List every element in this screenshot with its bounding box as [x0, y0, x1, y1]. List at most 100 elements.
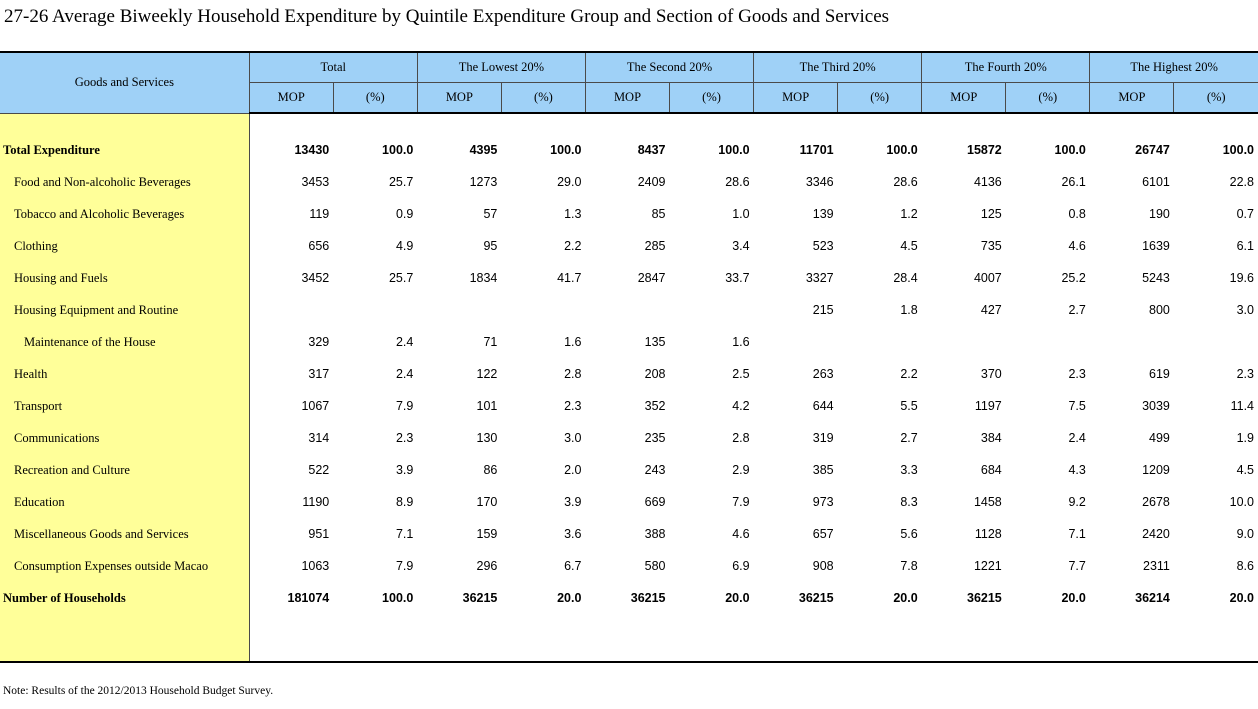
cell-pct: 4.6: [1068, 239, 1086, 253]
cell-pct: 2.2: [564, 239, 582, 253]
cell-mop: 170: [476, 495, 498, 509]
cell-mop: 11701: [799, 143, 834, 157]
cell-mop: 2420: [1142, 527, 1170, 541]
cell-pct: 2.3: [1068, 367, 1086, 381]
cell-pct: [1174, 326, 1258, 358]
cell-pct: 25.7: [388, 175, 414, 189]
row-label: Tobacco and Alcoholic Beverages: [0, 198, 250, 230]
cell-mop: 122: [476, 367, 498, 381]
cell-pct: 11.4: [1230, 399, 1254, 413]
cell-pct: 2.3: [395, 431, 414, 445]
group-header-second: The Second 20%: [584, 51, 755, 83]
row-label: Communications: [0, 422, 250, 454]
cell-mop: 735: [980, 239, 1002, 253]
cell-mop: 139: [812, 207, 834, 221]
cell-pct: [838, 326, 922, 358]
cell-mop: 95: [483, 239, 498, 253]
group-header-total: Total: [248, 51, 418, 83]
table-row: Number of Households 181074 100.0 36215 20.0…: [0, 582, 1258, 614]
cell-pct: 8.3: [900, 495, 918, 509]
cell-pct: 3.3: [900, 463, 918, 477]
cell-pct: 4.6: [732, 527, 750, 541]
cell-mop: 314: [308, 431, 330, 445]
group-header-fourth: The Fourth 20%: [921, 51, 1091, 83]
table-row: Recreation and Culture 522 3.9 86 2.0 243 2.9 3…: [0, 454, 1258, 486]
cell-mop: 125: [980, 207, 1002, 221]
cell-mop: 6101: [1142, 175, 1170, 189]
sub-header-mop: MOP: [921, 82, 1007, 114]
cell-mop: 1067: [301, 399, 330, 413]
cell-pct: 20.0: [893, 591, 918, 605]
cell-pct: 4.5: [1236, 463, 1254, 477]
cell-mop: 85: [651, 207, 666, 221]
cell-pct: 0.7: [1236, 207, 1254, 221]
cell-mop: 657: [812, 527, 834, 541]
cell-pct: 2.2: [900, 367, 918, 381]
cell-pct: 0.8: [1068, 207, 1086, 221]
table-row: Housing and Fuels 3452 25.7 1834 41.7 2847 33.…: [0, 262, 1258, 294]
cell-pct: 19.6: [1229, 271, 1254, 285]
cell-mop: 4007: [973, 271, 1002, 285]
cell-mop: 1190: [302, 495, 330, 509]
cell-mop: 57: [483, 207, 498, 221]
cell-mop: 208: [644, 367, 666, 381]
cell-mop: [754, 326, 838, 358]
page-title: 27-26 Average Biweekly Household Expendi…: [4, 6, 890, 27]
cell-mop: 1128: [974, 527, 1002, 541]
cell-mop: 619: [1149, 367, 1170, 381]
cell-mop: 130: [476, 431, 498, 445]
footnote: Note: Results of the 2012/2013 Household…: [3, 685, 274, 697]
cell-pct: 20.0: [1229, 591, 1254, 605]
sub-header-mop: MOP: [416, 82, 502, 114]
table-row: Tobacco and Alcoholic Beverages 119 0.9 57 1…: [0, 198, 1258, 230]
cell-mop: 427: [980, 303, 1002, 317]
cell-pct: 7.1: [395, 527, 414, 541]
group-header-highest: The Highest 20%: [1089, 51, 1258, 83]
cell-pct: 2.3: [564, 399, 582, 413]
cell-mop: 1273: [469, 175, 498, 189]
cell-pct: 3.0: [564, 431, 582, 445]
cell-mop: [922, 326, 1006, 358]
table-row: Consumption Expenses outside Macao 1063 7.…: [0, 550, 1258, 582]
cell-mop: 190: [1149, 207, 1170, 221]
cell-mop: 800: [1149, 303, 1170, 317]
group-header-lowest: The Lowest 20%: [416, 51, 586, 83]
cell-mop: 669: [644, 495, 666, 509]
cell-pct: 7.9: [732, 495, 750, 509]
cell-pct: 2.5: [732, 367, 750, 381]
table-row: Clothing 656 4.9 95 2.2 285 3.4 523 4.5 735 4.6 163…: [0, 230, 1258, 262]
cell-pct: 25.2: [1061, 271, 1086, 285]
cell-pct: 7.7: [1068, 559, 1086, 573]
cell-pct: 100.0: [382, 591, 414, 605]
cell-pct: 1.9: [1236, 431, 1254, 445]
cell-mop: 1639: [1142, 239, 1170, 253]
cell-mop: 352: [644, 399, 666, 413]
cell-pct: 1.0: [732, 207, 750, 221]
cell-mop: 135: [644, 335, 666, 349]
cell-pct: 7.9: [395, 399, 414, 413]
cell-pct: 4.5: [900, 239, 918, 253]
row-label: Recreation and Culture: [0, 454, 250, 486]
cell-mop: 36215: [630, 591, 666, 605]
cell-mop: 2409: [637, 175, 666, 189]
table-row: Communications 314 2.3 130 3.0 235 2.8 319 2.7 38…: [0, 422, 1258, 454]
cell-mop: 235: [644, 431, 666, 445]
cell-pct: 20.0: [1061, 591, 1086, 605]
sub-header-pct: (%): [669, 82, 755, 114]
cell-pct: [333, 294, 417, 326]
cell-pct: 2.4: [395, 367, 414, 381]
cell-mop: 3453: [301, 175, 330, 189]
cell-pct: 25.7: [388, 271, 414, 285]
cell-mop: 317: [308, 367, 330, 381]
cell-mop: 1221: [973, 559, 1002, 573]
group-header-third: The Third 20%: [753, 51, 923, 83]
cell-mop: 2678: [1142, 495, 1170, 509]
sub-header-pct: (%): [1173, 82, 1258, 114]
cell-mop: 3452: [301, 271, 330, 285]
cell-pct: 100.0: [382, 143, 414, 157]
cell-pct: 6.7: [564, 559, 582, 573]
cell-pct: 2.8: [564, 367, 582, 381]
cell-mop: 4395: [469, 143, 498, 157]
cell-pct: 28.6: [893, 175, 918, 189]
cell-mop: 1209: [1142, 463, 1170, 477]
